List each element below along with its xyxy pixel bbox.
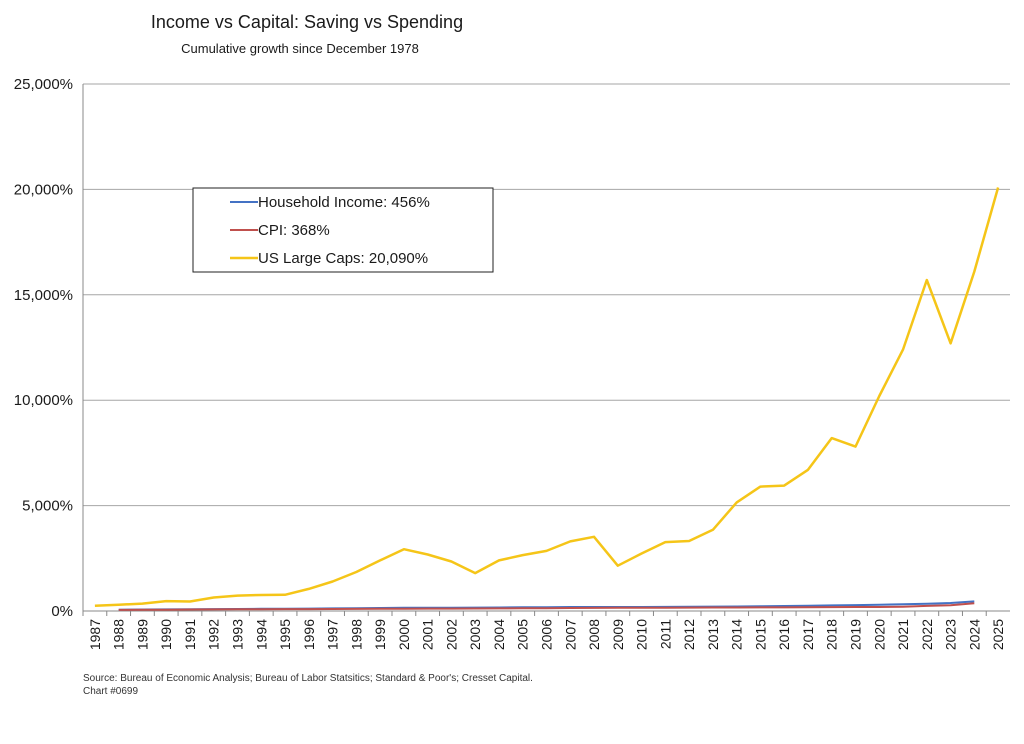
x-tick-label: 2002 [443, 619, 459, 650]
x-tick-label: 2025 [990, 619, 1006, 650]
x-axis-ticks: 1987 1988 1989 1990 1991 1992 1993 1994 1995 1996… [82, 611, 1006, 650]
y-tick-label: 0% [51, 603, 73, 620]
source-note: Source: Bureau of Economic Analysis; Bur… [83, 673, 533, 684]
y-tick-label: 20,000% [14, 181, 73, 198]
x-tick-label: 2005 [515, 619, 531, 650]
x-tick-label: 1997 [325, 619, 341, 650]
x-tick-label: 2023 [943, 619, 959, 650]
x-tick-label: 1992 [206, 619, 222, 650]
x-tick-label: 2009 [610, 619, 626, 650]
x-tick-label: 1993 [230, 619, 246, 650]
x-tick-label: 2003 [467, 619, 483, 650]
legend: Household Income: 456% CPI: 368% US Larg… [192, 187, 494, 273]
x-tick-label: 1991 [182, 619, 198, 650]
x-tick-label: 1998 [348, 619, 364, 650]
x-tick-label: 2024 [966, 619, 982, 650]
x-tick-label: 2021 [895, 619, 911, 650]
y-axis-ticks: 0% 5,000% 10,000% 15,000% 20,000% 25,000% [14, 76, 73, 620]
x-tick-label: 2013 [705, 619, 721, 650]
x-tick-label: 2011 [657, 619, 673, 649]
x-tick-label: 2020 [871, 619, 887, 650]
x-tick-label: 1990 [158, 619, 174, 650]
x-tick-label: 1994 [253, 619, 269, 650]
y-tick-label: 25,000% [14, 76, 73, 93]
x-tick-label: 1987 [87, 619, 103, 650]
x-tick-label: 2016 [776, 619, 792, 650]
gridlines [83, 83, 1010, 507]
x-tick-label: 2019 [848, 619, 864, 650]
x-tick-label: 2010 [634, 619, 650, 650]
x-tick-label: 1995 [277, 619, 293, 650]
y-tick-label: 5,000% [22, 498, 73, 515]
legend-label-household-income: Household Income: 456% [258, 194, 430, 211]
x-tick-label: 1988 [111, 619, 127, 650]
x-tick-label: 2001 [420, 619, 436, 650]
series-lines [94, 187, 1000, 611]
chart-id: Chart #0699 [83, 686, 138, 697]
x-tick-label: 1999 [372, 619, 388, 650]
x-tick-label: 2017 [800, 619, 816, 650]
chart-subtitle: Cumulative growth since December 1978 [181, 41, 419, 56]
legend-label-us-large-caps: US Large Caps: 20,090% [258, 250, 428, 267]
x-tick-label: 2004 [491, 619, 507, 650]
x-tick-label: 2000 [396, 619, 412, 650]
series-line-cpi [118, 602, 975, 611]
chart-title: Income vs Capital: Saving vs Spending [151, 12, 463, 32]
y-tick-label: 10,000% [14, 392, 73, 409]
x-tick-label: 1996 [301, 619, 317, 650]
legend-label-cpi: CPI: 368% [258, 222, 330, 239]
x-tick-label: 2018 [824, 619, 840, 650]
x-tick-label: 2008 [586, 619, 602, 650]
x-tick-label: 2015 [752, 619, 768, 650]
x-tick-label: 2012 [681, 619, 697, 650]
y-tick-label: 15,000% [14, 287, 73, 304]
x-tick-label: 2007 [562, 619, 578, 650]
series-line-us-large-caps [94, 187, 1000, 607]
x-tick-label: 2014 [729, 619, 745, 650]
x-tick-label: 2022 [919, 619, 935, 650]
x-tick-label: 1989 [134, 619, 150, 650]
x-tick-label: 2006 [539, 619, 555, 650]
